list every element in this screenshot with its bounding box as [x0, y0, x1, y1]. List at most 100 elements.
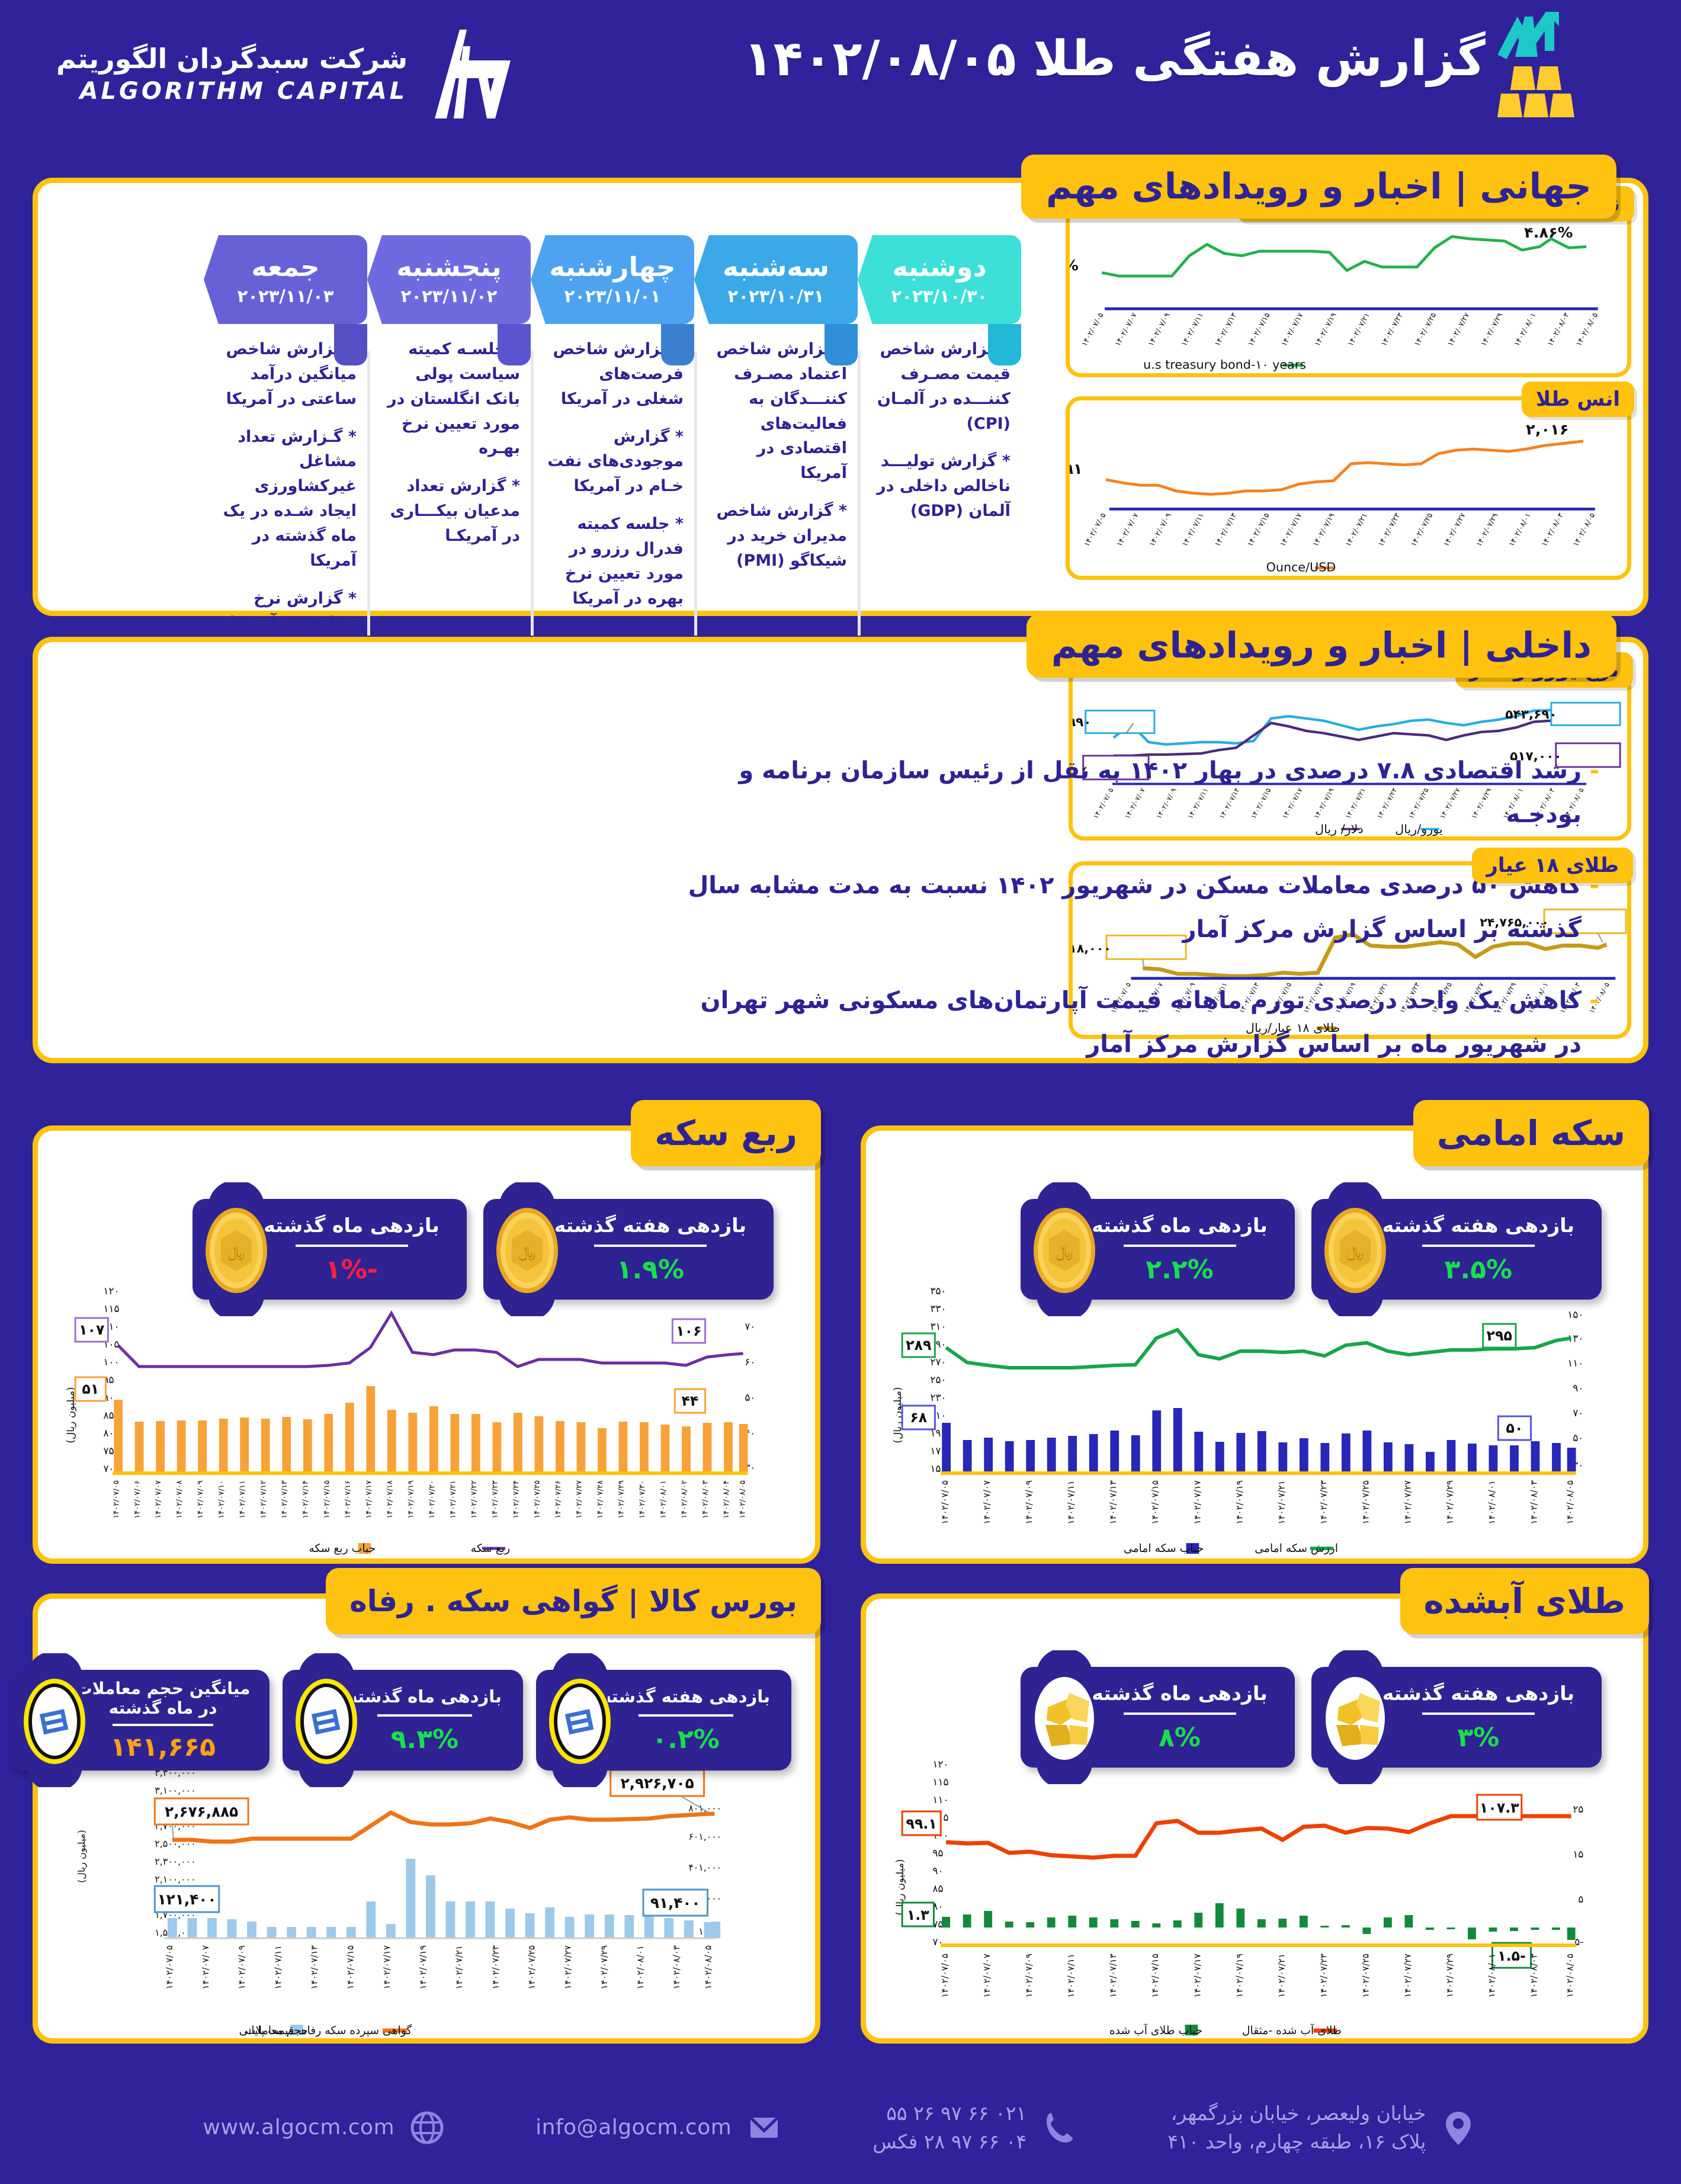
svg-text:ارزش سکه امامی: ارزش سکه امامی [1255, 1542, 1338, 1555]
svg-text:۱۴۰۲/۰۸/۰۱: ۱۴۰۲/۰۸/۰۱ [1487, 1954, 1497, 1997]
svg-text:۱۴۰۲/۰۷/۲۱: ۱۴۰۲/۰۷/۲۱ [1276, 1480, 1287, 1524]
domestic-news-section: داخلی | اخبار و رویدادهای مهم نرخ یورو و… [33, 614, 1648, 1063]
svg-text:۱۴۰۲/۰۷/۰۷: ۱۴۰۲/۰۷/۰۷ [154, 1480, 163, 1519]
svg-text:۱۴۰۲/۰۷/۱۲: ۱۴۰۲/۰۷/۱۲ [259, 1480, 268, 1519]
kpi-divider [377, 1714, 472, 1717]
svg-text:طلای آب شده -مثقال: طلای آب شده -مثقال [1242, 2023, 1342, 2037]
svg-text:۹۰: ۹۰ [1573, 1382, 1583, 1394]
kpi-monthly-return: بازدهی ماه گذشته ۸% [1021, 1648, 1295, 1789]
svg-text:۱۴۰۲/۰۸/۰۵: ۱۴۰۲/۰۸/۰۵ [1565, 1954, 1576, 1997]
day-date: ۲۰۲۳/۱۱/۰۳ [237, 286, 334, 306]
svg-text:۱۴۰۲/۰۷/۰۵: ۱۴۰۲/۰۷/۰۵ [939, 1954, 950, 1997]
page-header: شرکت سبدگردان الگوریتم ALGORITHM CAPITAL… [0, 0, 1681, 163]
svg-text:۱۴۰۲/۰۷/۱۹: ۱۴۰۲/۰۷/۱۹ [1313, 311, 1338, 347]
day-item: * گزارش تولیـــد ناخالص داخلی در آلمان (… [877, 452, 1010, 521]
svg-text:۱۴۰۲/۰۷/۲۵: ۱۴۰۲/۰۷/۲۵ [527, 1945, 537, 1989]
kpi-weekly-return: بازدهی هفته گذشته ۳% [1311, 1648, 1602, 1789]
svg-text:۱۲۰: ۱۲۰ [103, 1285, 119, 1297]
melted-gold-panel: طلای آبشده بازدهی هفته گذشته ۳% [861, 1568, 1649, 2044]
svg-text:﷼: ﷼ [518, 1243, 535, 1261]
svg-text:۴۰۱,۰۰۰: ۴۰۱,۰۰۰ [688, 1862, 721, 1873]
us-treasury-chart: نرخ اوراق اسناد خزانه ۱۰ ساله آمریکا ۴.۶… [1066, 186, 1634, 377]
svg-text:۱۴۰۲/۰۷/۲۵: ۱۴۰۲/۰۷/۲۵ [1360, 1954, 1371, 1997]
svg-text:حباب ربع سکه: حباب ربع سکه [309, 1542, 376, 1555]
svg-text:۱۴۰۲/۰۷/۱۷: ۱۴۰۲/۰۷/۱۷ [1192, 1480, 1202, 1524]
day-tab [988, 324, 1021, 365]
domestic-bullet-list: رشد اقتصادی ۷.۸ درصدی در بهار ۱۴۰۲ به نق… [678, 749, 1602, 1093]
svg-text:۱۰۶: ۱۰۶ [676, 1323, 701, 1339]
email-address: info@algocm.com [535, 2115, 732, 2140]
day-card-thursday: پنجشنبه ۲۰۲۳/۱۱/۰۲ * جلسـه کمیته سیاست پ… [367, 235, 531, 649]
svg-text:۱۴۰۲/۰۷/۲۱: ۱۴۰۲/۰۷/۲۱ [1343, 511, 1369, 547]
domestic-bullet: رشد اقتصادی ۷.۸ درصدی در بهار ۱۴۰۲ به نق… [678, 749, 1602, 836]
svg-text:۱۴۰۲/۰۷/۰۵: ۱۴۰۲/۰۷/۰۵ [1080, 311, 1105, 347]
footer-phone[interactable]: ۰۲۱ ۶۶ ۹۷ ۲۶ ۵۵ ۰۴ ۶۶ ۹۷ ۲۸ فکس [872, 2099, 1079, 2156]
day-items-wednesday: * گزارش شاخص فرصت‌های شغلی در آمریکا * گ… [531, 337, 694, 611]
kpi-label: بازدهی ماه گذشته [264, 1214, 440, 1237]
svg-text:﷼: ﷼ [1056, 1243, 1073, 1261]
svg-text:۱۴۰۲/۰۷/۲۹: ۱۴۰۲/۰۷/۲۹ [1445, 1954, 1455, 1997]
brand-logo: شرکت سبدگردان الگوریتم ALGORITHM CAPITAL [56, 24, 535, 124]
day-name: دوشنبه [892, 251, 987, 283]
svg-text:۱۴۰۲/۰۷/۱۳: ۱۴۰۲/۰۷/۱۳ [1212, 511, 1238, 548]
commodity-exchange-kpis: بازدهی هفته گذشته ۰.۲% [10, 1651, 791, 1792]
svg-text:۱۴۰۲/۰۷/۰۹: ۱۴۰۲/۰۷/۰۹ [1024, 1954, 1034, 1997]
day-card-wednesday: چهارشنبه ۲۰۲۳/۱۱/۰۱ * گزارش شاخص فرصت‌ها… [531, 235, 694, 649]
kpi-value: ۱۴۱,۶۶۵ [110, 1731, 216, 1762]
global-news-section: جهانی | اخبار و رویدادهای مهم نرخ اوراق … [33, 155, 1648, 636]
day-name: پنجشنبه [396, 251, 502, 283]
day-name: سه‌شنبه [723, 251, 829, 283]
svg-text:۳,۱۰۰,۰۰۰: ۳,۱۰۰,۰۰۰ [155, 1785, 195, 1796]
kpi-value: ۹.۳% [390, 1724, 459, 1755]
day-date: ۲۰۲۳/۱۰/۳۱ [727, 286, 825, 306]
svg-text:۱۴۰۲/۰۸/۰۱: ۱۴۰۲/۰۸/۰۱ [1512, 311, 1538, 347]
svg-text:۱۴۰۲/۰۷/۱۷: ۱۴۰۲/۰۷/۱۷ [1278, 511, 1304, 548]
svg-text:۱۴۰۲/۰۷/۱۹: ۱۴۰۲/۰۷/۱۹ [406, 1480, 415, 1519]
brand-name-fa: شرکت سبدگردان الگوریتم [56, 43, 408, 75]
svg-text:۶۰۱,۰۰۰: ۶۰۱,۰۰۰ [688, 1831, 721, 1842]
svg-text:۱۴۰۲/۰۸/۰۵: ۱۴۰۲/۰۸/۰۵ [739, 1480, 748, 1519]
kpi-divider [113, 1723, 214, 1726]
svg-text:۱۰۷: ۱۰۷ [79, 1322, 105, 1338]
kpi-value: -۱% [325, 1255, 378, 1285]
kpi-value: ۳% [1457, 1723, 1500, 1753]
svg-text:۱۴۰۲/۰۸/۰۵: ۱۴۰۲/۰۸/۰۵ [703, 1945, 714, 1989]
svg-text:۱۴۰۲/۰۷/۲۷: ۱۴۰۲/۰۷/۲۷ [1445, 311, 1471, 347]
kpi-value: ۸% [1159, 1723, 1201, 1753]
svg-text:﷼: ﷼ [228, 1243, 245, 1261]
day-item: * گزارش شاخص قیمت مصـرف کننـــده در آلمـ… [877, 340, 1010, 433]
svg-text:۱۴۰۲/۰۷/۱۹: ۱۴۰۲/۰۷/۱۹ [418, 1945, 428, 1989]
svg-text:۱۴۰۲/۰۷/۲۱: ۱۴۰۲/۰۷/۲۱ [1346, 311, 1371, 347]
svg-text:۱۴۰۲/۰۷/۱۹: ۱۴۰۲/۰۷/۱۹ [1234, 1954, 1244, 1997]
svg-text:۱۴۰۲/۰۷/۰۷: ۱۴۰۲/۰۷/۰۷ [1115, 511, 1140, 548]
svg-text:۱۴۰۲/۰۷/۱۳: ۱۴۰۲/۰۷/۱۳ [1212, 311, 1238, 347]
gold-coin-icon: ﷼ [190, 1180, 283, 1321]
svg-text:۱۰۰: ۱۰۰ [103, 1356, 119, 1368]
svg-text:۴۴: ۴۴ [681, 1393, 698, 1409]
footer-website[interactable]: www.algocm.com [203, 2108, 447, 2147]
footer-email[interactable]: info@algocm.com [535, 2108, 784, 2147]
svg-text:۱۴۰۲/۰۷/۲۵: ۱۴۰۲/۰۷/۲۵ [1412, 311, 1438, 347]
kpi-label-line2: در ماه گذشته [108, 1698, 217, 1718]
svg-text:۱۴۰۲/۰۸/۰۱: ۱۴۰۲/۰۸/۰۱ [659, 1480, 668, 1519]
day-header-wednesday: چهارشنبه ۲۰۲۳/۱۱/۰۱ [531, 235, 694, 324]
quarter-coin-badge: ربع سکه [631, 1100, 821, 1166]
svg-text:۵۱: ۵۱ [82, 1381, 99, 1397]
svg-text:۱۴۰۲/۰۷/۱۱: ۱۴۰۲/۰۷/۱۱ [272, 1945, 283, 1989]
kpi-value: ۳.۵% [1444, 1255, 1513, 1285]
kpi-divider [295, 1245, 408, 1247]
day-header-friday: جمعه ۲۰۲۳/۱۱/۰۳ [204, 235, 367, 324]
kpi-label: بازدهی هفته گذشته [1382, 1682, 1574, 1705]
kpi-divider [1123, 1245, 1236, 1247]
svg-text:۱۴۰۲/۰۷/۱۵: ۱۴۰۲/۰۷/۱۵ [322, 1480, 331, 1519]
svg-text:ربع سکه: ربع سکه [471, 1542, 510, 1555]
svg-text:۱۴۰۲/۰۸/۰۵: ۱۴۰۲/۰۸/۰۵ [1574, 311, 1599, 347]
svg-text:حجم معاملات: حجم معاملات [245, 2024, 308, 2037]
svg-text:۱۴۰۲/۰۷/۰۷: ۱۴۰۲/۰۷/۰۷ [981, 1954, 992, 1997]
svg-text:۱۴۰۲/۰۷/۲۰: ۱۴۰۲/۰۷/۲۰ [428, 1480, 437, 1519]
page-title: گزارش هفتگی طلا ۱۴۰۲/۰۸/۰۵ [743, 31, 1486, 87]
svg-text:۱۴۰۲/۰۷/۲۲: ۱۴۰۲/۰۷/۲۲ [470, 1480, 479, 1519]
svg-text:۱۴۰۲/۰۷/۲۵: ۱۴۰۲/۰۷/۲۵ [532, 1480, 541, 1519]
emami-coin-panel: سکه امامی بازدهی هفته گذشته ۳.۵% [861, 1100, 1649, 1564]
svg-text:۱۴۰۲/۰۷/۲۶: ۱۴۰۲/۰۷/۲۶ [554, 1480, 563, 1519]
